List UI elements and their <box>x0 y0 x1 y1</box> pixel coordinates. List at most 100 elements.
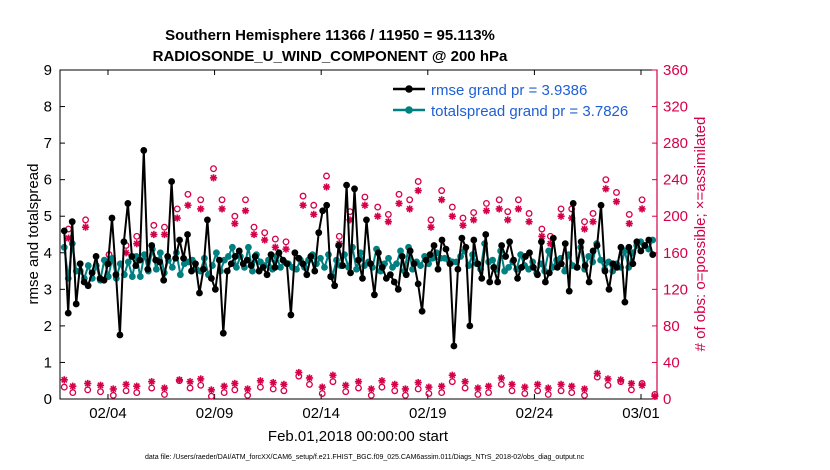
x-tick-label: 03/01 <box>622 405 660 422</box>
obs-assimilated-marker <box>207 386 215 394</box>
right-tick-label: 80 <box>663 318 680 335</box>
obs-assimilated-marker <box>280 380 288 388</box>
rmse-point <box>148 242 156 249</box>
rmse-point <box>573 264 581 271</box>
rmse-point <box>466 322 474 330</box>
spread-point <box>152 265 160 273</box>
obs-assimilated-marker <box>514 205 523 213</box>
rmse-point <box>486 278 494 286</box>
obs-possible-marker <box>242 196 249 204</box>
obs-possible-marker <box>82 216 90 224</box>
obs-possible-marker <box>374 203 382 211</box>
rmse-point <box>593 242 601 249</box>
rmse-point <box>545 269 553 277</box>
rmse-point <box>541 278 549 286</box>
obs-assimilated-marker <box>160 230 169 239</box>
rmse-point <box>585 278 593 286</box>
obs-assimilated-marker <box>580 385 589 393</box>
obs-assimilated-marker <box>64 234 73 242</box>
left-tick-label: 4 <box>44 245 52 262</box>
obs-possible-marker <box>161 223 168 231</box>
rmse-point <box>577 238 585 246</box>
rmse-point <box>526 249 533 257</box>
obs-possible-marker <box>514 196 522 204</box>
obs-assimilated-marker <box>482 207 491 215</box>
left-y-axis: 0 1 2 3 4 5 6 7 8 9 <box>44 62 65 408</box>
obs-assimilated-marker <box>256 377 265 385</box>
obs-possible-marker <box>557 205 565 213</box>
obs-possible-marker <box>60 383 68 391</box>
rmse-point <box>458 234 466 242</box>
rmse-point <box>211 285 219 293</box>
left-tick-label: 0 <box>44 391 52 408</box>
obs-possible-marker <box>282 238 290 246</box>
x-tick-label: 02/14 <box>302 405 340 422</box>
rmse-point <box>633 238 641 246</box>
rmse-point <box>104 260 112 268</box>
rmse-point <box>204 216 211 224</box>
obs-assimilated-marker <box>160 384 169 392</box>
rmse-point <box>200 265 207 273</box>
rmse-point <box>581 262 589 269</box>
spread-point <box>168 264 176 271</box>
spread-point <box>393 260 400 268</box>
obs-possible-marker <box>250 223 258 231</box>
right-tick-label: 0 <box>663 391 671 408</box>
rmse-point <box>343 181 350 189</box>
rmse-point <box>235 247 243 255</box>
obs-assimilated-marker <box>148 378 156 386</box>
rmse-point <box>446 260 454 268</box>
x-tick-label: 02/04 <box>89 405 127 422</box>
rmse-point <box>307 253 315 260</box>
rmse-point <box>100 276 108 284</box>
obs-assimilated-marker <box>414 378 422 387</box>
obs-assimilated-marker <box>497 374 505 382</box>
spread-point <box>417 262 424 269</box>
obs-assimilated-marker <box>378 377 386 385</box>
obs-assimilated-marker <box>69 382 77 390</box>
obs-possible-marker <box>335 232 343 240</box>
obs-possible-marker <box>271 235 279 243</box>
obs-assimilated-marker <box>367 385 375 393</box>
rmse-point <box>164 253 172 260</box>
rmse-point <box>625 243 633 251</box>
rmse-point <box>223 267 231 275</box>
obs-count-markers <box>60 165 659 400</box>
left-tick-label: 3 <box>44 281 52 298</box>
obs-assimilated-marker <box>310 210 318 218</box>
rmse-point <box>275 249 283 257</box>
obs-assimilated-marker <box>109 385 117 393</box>
chart-title-line1: Southern Hemisphere 11366 / 11950 = 95.1… <box>165 27 495 44</box>
right-tick-label: 280 <box>663 135 688 152</box>
rmse-point <box>386 271 394 279</box>
obs-possible-marker <box>261 229 269 237</box>
rmse-point <box>494 278 502 286</box>
rmse-point <box>311 267 319 275</box>
rmse-point <box>251 253 259 260</box>
rmse-point <box>613 264 621 271</box>
obs-assimilated-marker <box>504 216 512 224</box>
rmse-point <box>144 265 152 273</box>
series-rmse <box>60 147 657 350</box>
rmse-point <box>156 258 164 266</box>
rmse-point <box>259 264 267 271</box>
rmse-point <box>347 269 354 277</box>
rmse-point <box>136 256 144 264</box>
rmse-point <box>303 271 311 279</box>
obs-assimilated-marker <box>60 376 68 384</box>
rmse-point <box>645 236 653 244</box>
obs-assimilated-marker <box>318 383 326 391</box>
rmse-point <box>263 271 271 279</box>
legend-rmse-marker <box>405 85 413 93</box>
spread-point <box>249 267 256 275</box>
rmse-point <box>215 256 223 264</box>
rmse-point <box>617 243 625 251</box>
rmse-point <box>84 282 92 290</box>
obs-assimilated-marker <box>244 385 252 393</box>
rmse-point <box>120 238 128 246</box>
rmse-point <box>219 329 227 337</box>
rmse-point <box>128 253 136 260</box>
obs-assimilated-marker <box>250 230 258 239</box>
rmse-point <box>410 260 418 268</box>
rmse-point <box>561 240 569 248</box>
